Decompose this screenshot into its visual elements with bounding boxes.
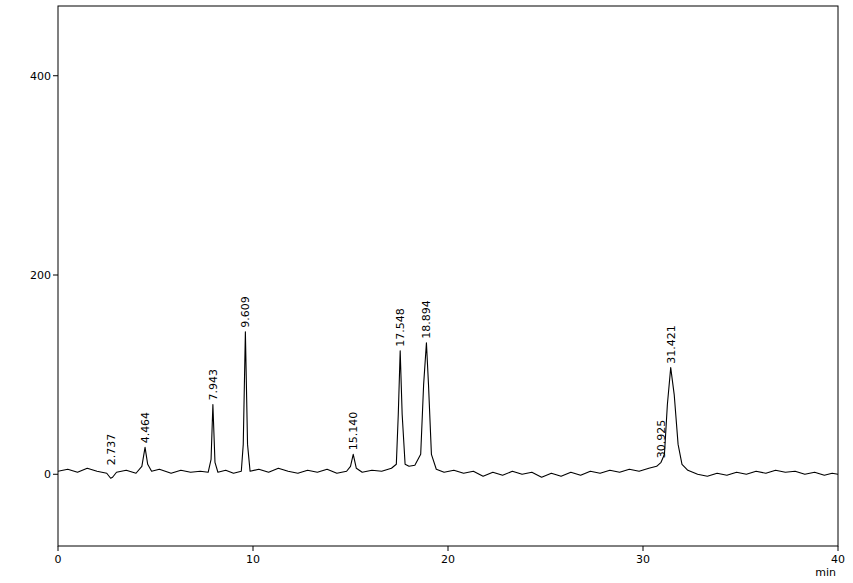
y-tick bbox=[53, 275, 58, 276]
x-tick-label: 40 bbox=[831, 553, 845, 566]
x-axis-title: min bbox=[815, 566, 836, 579]
peak-label: 31.421 bbox=[665, 325, 678, 364]
chromatogram-line bbox=[58, 332, 838, 478]
x-tick-label: 20 bbox=[441, 553, 455, 566]
x-tick bbox=[838, 546, 839, 551]
peak-label: 9.609 bbox=[239, 296, 252, 328]
x-tick-label: 0 bbox=[55, 553, 62, 566]
peak-label: 7.943 bbox=[207, 369, 220, 401]
chart: 0 10 20 30 40min 0 200 400 2.737 4.464 7.943 9.609 1… bbox=[0, 0, 853, 583]
x-tick bbox=[58, 546, 59, 551]
x-tick bbox=[643, 546, 644, 551]
peak-label: 2.737 bbox=[105, 434, 118, 466]
peak-label: 30.925 bbox=[655, 420, 668, 459]
peak-label: 15.140 bbox=[347, 412, 360, 451]
plot-frame bbox=[58, 6, 838, 546]
peak-label: 17.548 bbox=[394, 308, 407, 347]
x-tick-label: 30 bbox=[636, 553, 650, 566]
y-tick-label: 200 bbox=[30, 269, 51, 282]
peak-label: 4.464 bbox=[139, 412, 152, 444]
x-tick-label: 10 bbox=[246, 553, 260, 566]
plot-area bbox=[58, 332, 838, 478]
peak-label: 18.894 bbox=[420, 300, 433, 339]
x-tick bbox=[448, 546, 449, 551]
y-tick-label: 400 bbox=[30, 70, 51, 83]
y-tick bbox=[53, 75, 58, 76]
x-tick bbox=[253, 546, 254, 551]
y-tick-label: 0 bbox=[44, 468, 51, 481]
y-tick bbox=[53, 474, 58, 475]
